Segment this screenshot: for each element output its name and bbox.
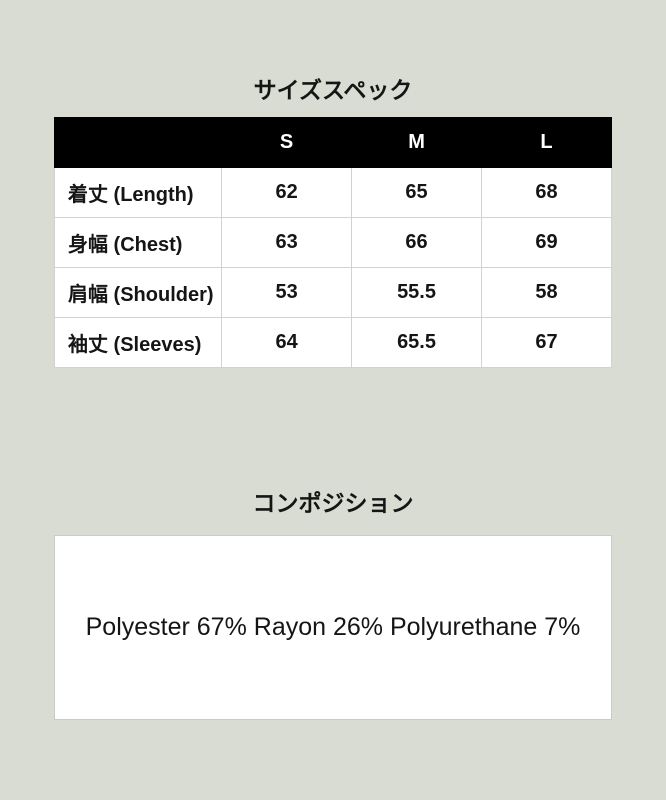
table-row: 着丈 (Length) 62 65 68 xyxy=(53,167,612,218)
size-header-row: S M L xyxy=(53,117,612,168)
cell-sleeves-s: 64 xyxy=(221,317,353,368)
table-row: 袖丈 (Sleeves) 64 65.5 67 xyxy=(53,317,612,368)
size-header-s: S xyxy=(221,117,353,168)
composition-title: コンポジション xyxy=(252,490,414,516)
cell-length-l: 68 xyxy=(481,167,612,218)
cell-length-m: 65 xyxy=(351,167,483,218)
cell-sleeves-l: 67 xyxy=(481,317,612,368)
cell-chest-s: 63 xyxy=(221,217,353,268)
cell-chest-m: 66 xyxy=(351,217,483,268)
size-header-l: L xyxy=(481,117,612,168)
size-header-m: M xyxy=(351,117,483,168)
size-spec-table: S M L 着丈 (Length) 62 65 68 身幅 (Chest) 63… xyxy=(53,117,612,368)
row-label-sleeves: 袖丈 (Sleeves) xyxy=(53,317,223,368)
size-spec-title: サイズスペック xyxy=(253,77,413,103)
composition-box: Polyester 67% Rayon 26% Polyurethane 7% xyxy=(54,535,612,720)
cell-length-s: 62 xyxy=(221,167,353,218)
cell-shoulder-m: 55.5 xyxy=(351,267,483,318)
size-header-empty-cell xyxy=(53,117,223,168)
cell-shoulder-l: 58 xyxy=(481,267,612,318)
cell-sleeves-m: 65.5 xyxy=(351,317,483,368)
row-label-shoulder: 肩幅 (Shoulder) xyxy=(53,267,223,318)
row-label-length: 着丈 (Length) xyxy=(53,167,223,218)
table-row: 身幅 (Chest) 63 66 69 xyxy=(53,217,612,268)
table-row: 肩幅 (Shoulder) 53 55.5 58 xyxy=(53,267,612,318)
cell-chest-l: 69 xyxy=(481,217,612,268)
composition-text: Polyester 67% Rayon 26% Polyurethane 7% xyxy=(85,613,581,641)
cell-shoulder-s: 53 xyxy=(221,267,353,318)
size-spec-table-wrap: S M L 着丈 (Length) 62 65 68 身幅 (Chest) 63… xyxy=(53,117,612,368)
row-label-chest: 身幅 (Chest) xyxy=(53,217,223,268)
